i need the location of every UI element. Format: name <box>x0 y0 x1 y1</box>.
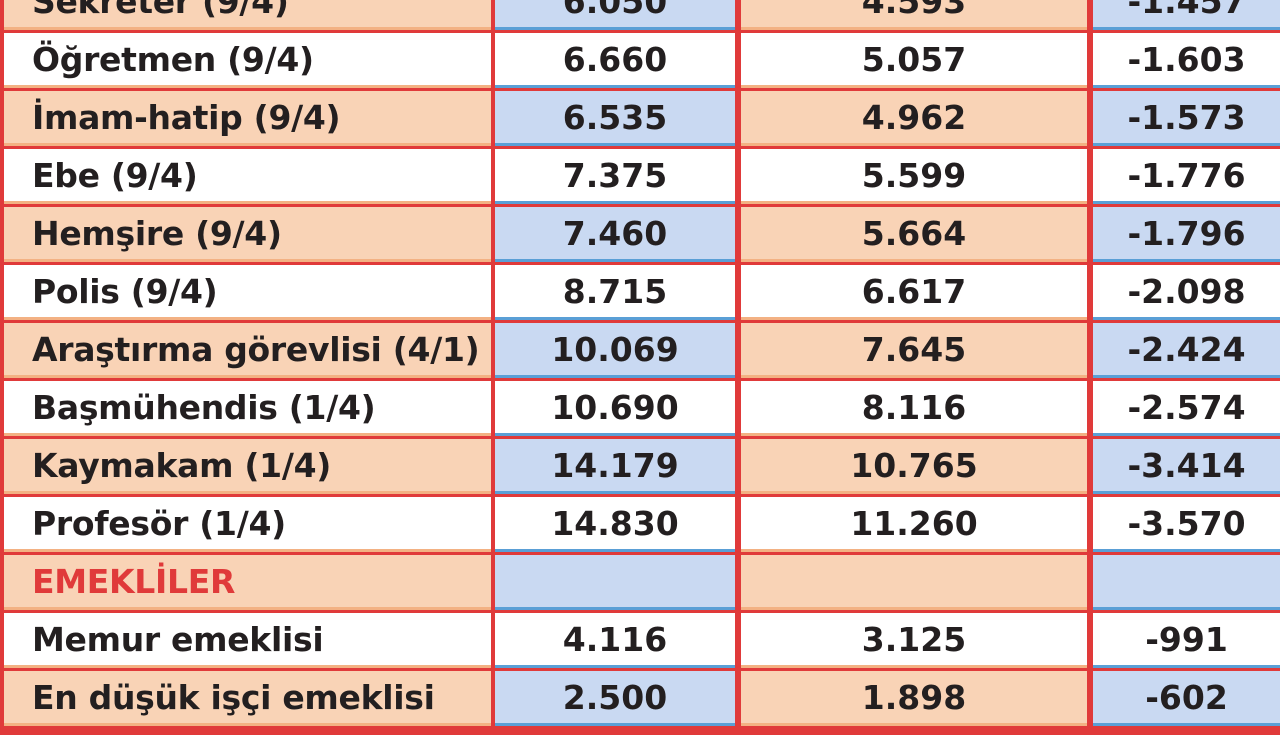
row-label: Öğretmen (9/4) <box>4 33 491 88</box>
table-row: Araştırma görevlisi (4/1) 10.069 7.645 -… <box>0 323 1280 378</box>
row-value-1: 4.116 <box>495 613 735 668</box>
table-row: Profesör (1/4) 14.830 11.260 -3.570 <box>0 497 1280 552</box>
row-label: Ebe (9/4) <box>4 149 491 204</box>
row-value-2: 5.057 <box>741 33 1087 88</box>
row-label: En düşük işçi emeklisi <box>4 671 491 726</box>
row-value-1: 7.460 <box>495 207 735 262</box>
row-value-1: 10.069 <box>495 323 735 378</box>
row-difference: -3.414 <box>1093 439 1280 494</box>
section-title: EMEKLİLER <box>4 555 491 610</box>
table-row: Sekreter (9/4) 6.050 4.593 -1.457 <box>0 0 1280 30</box>
row-value-1: 6.660 <box>495 33 735 88</box>
row-difference: -991 <box>1093 613 1280 668</box>
row-value-2: 1.898 <box>741 671 1087 726</box>
row-value-2: 3.125 <box>741 613 1087 668</box>
row-value-1: 14.179 <box>495 439 735 494</box>
row-value-2: 5.599 <box>741 149 1087 204</box>
row-difference: -2.424 <box>1093 323 1280 378</box>
row-value-1: 10.690 <box>495 381 735 436</box>
table-row: Başmühendis (1/4) 10.690 8.116 -2.574 <box>0 381 1280 436</box>
row-difference: -2.098 <box>1093 265 1280 320</box>
row-label: Memur emeklisi <box>4 613 491 668</box>
row-value-2: 4.593 <box>741 0 1087 30</box>
table-row: Polis (9/4) 8.715 6.617 -2.098 <box>0 265 1280 320</box>
row-label: Sekreter (9/4) <box>4 0 491 30</box>
row-label: Kaymakam (1/4) <box>4 439 491 494</box>
row-value-2: 6.617 <box>741 265 1087 320</box>
table-row: Öğretmen (9/4) 6.660 5.057 -1.603 <box>0 33 1280 88</box>
row-value-2: 5.664 <box>741 207 1087 262</box>
row-value-2: 7.645 <box>741 323 1087 378</box>
row-value-1: 8.715 <box>495 265 735 320</box>
row-label: Profesör (1/4) <box>4 497 491 552</box>
row-difference: -1.776 <box>1093 149 1280 204</box>
row-value-2: 8.116 <box>741 381 1087 436</box>
row-difference: -3.570 <box>1093 497 1280 552</box>
row-value-1: 6.535 <box>495 91 735 146</box>
table-row: En düşük işçi emeklisi 2.500 1.898 -602 <box>0 671 1280 726</box>
table-row: İmam-hatip (9/4) 6.535 4.962 -1.573 <box>0 91 1280 146</box>
row-label: Hemşire (9/4) <box>4 207 491 262</box>
row-value-2: 11.260 <box>741 497 1087 552</box>
row-label: Başmühendis (1/4) <box>4 381 491 436</box>
row-difference: -1.573 <box>1093 91 1280 146</box>
row-difference: -2.574 <box>1093 381 1280 436</box>
row-value-2: 4.962 <box>741 91 1087 146</box>
table-row: Memur emeklisi 4.116 3.125 -991 <box>0 613 1280 668</box>
row-label: Araştırma görevlisi (4/1) <box>4 323 491 378</box>
empty-cell <box>495 555 735 610</box>
row-label: Polis (9/4) <box>4 265 491 320</box>
row-difference: -602 <box>1093 671 1280 726</box>
row-difference: -1.457 <box>1093 0 1280 30</box>
row-value-1: 7.375 <box>495 149 735 204</box>
row-difference: -1.603 <box>1093 33 1280 88</box>
empty-cell <box>741 555 1087 610</box>
row-label: İmam-hatip (9/4) <box>4 91 491 146</box>
row-value-1: 6.050 <box>495 0 735 30</box>
section-header-row: EMEKLİLER <box>0 555 1280 610</box>
row-difference: -1.796 <box>1093 207 1280 262</box>
table-row: Ebe (9/4) 7.375 5.599 -1.776 <box>0 149 1280 204</box>
row-value-2: 10.765 <box>741 439 1087 494</box>
row-value-1: 2.500 <box>495 671 735 726</box>
table-row: Hemşire (9/4) 7.460 5.664 -1.796 <box>0 207 1280 262</box>
table-row: Kaymakam (1/4) 14.179 10.765 -3.414 <box>0 439 1280 494</box>
empty-cell <box>1093 555 1280 610</box>
row-value-1: 14.830 <box>495 497 735 552</box>
